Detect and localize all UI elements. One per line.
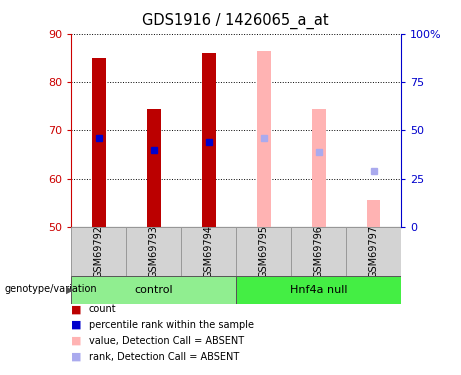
Bar — [71, 276, 236, 304]
Bar — [257, 51, 271, 227]
Bar — [147, 109, 161, 227]
Text: GSM69794: GSM69794 — [204, 225, 214, 278]
Text: ■: ■ — [71, 336, 82, 346]
Bar — [202, 53, 216, 227]
Text: ■: ■ — [71, 352, 82, 362]
Text: GDS1916 / 1426065_a_at: GDS1916 / 1426065_a_at — [142, 13, 328, 29]
Bar — [236, 227, 291, 276]
Text: rank, Detection Call = ABSENT: rank, Detection Call = ABSENT — [89, 352, 239, 362]
Text: value, Detection Call = ABSENT: value, Detection Call = ABSENT — [89, 336, 244, 346]
Bar — [312, 109, 325, 227]
Text: genotype/variation: genotype/variation — [5, 285, 97, 294]
Text: GSM69796: GSM69796 — [313, 225, 324, 278]
Text: ▶: ▶ — [66, 285, 73, 294]
Bar — [92, 58, 106, 227]
Text: GSM69792: GSM69792 — [94, 225, 104, 278]
Bar — [291, 227, 346, 276]
Text: Hnf4a null: Hnf4a null — [290, 285, 348, 295]
Bar — [236, 276, 401, 304]
Text: GSM69797: GSM69797 — [369, 225, 378, 278]
Bar — [346, 227, 401, 276]
Bar — [367, 200, 380, 227]
Text: control: control — [135, 285, 173, 295]
Text: GSM69795: GSM69795 — [259, 225, 269, 278]
Text: count: count — [89, 304, 117, 314]
Bar — [71, 227, 126, 276]
Bar — [181, 227, 236, 276]
Text: percentile rank within the sample: percentile rank within the sample — [89, 320, 254, 330]
Text: GSM69793: GSM69793 — [149, 225, 159, 278]
Text: ■: ■ — [71, 320, 82, 330]
Text: ■: ■ — [71, 304, 82, 314]
Bar — [126, 227, 181, 276]
